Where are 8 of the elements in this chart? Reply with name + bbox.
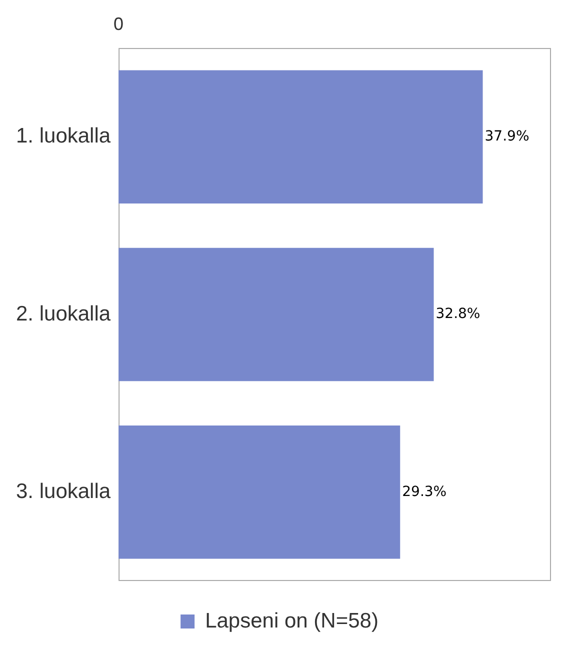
legend-label: Lapseni on (N=58) [205, 609, 378, 632]
data-label: 37.9% [484, 128, 530, 144]
data-label: 32.8% [436, 306, 480, 322]
y-tick-label: 2. luokalla [16, 302, 111, 326]
y-tick-label: 1. luokalla [16, 124, 111, 148]
y-tick-label: 3. luokalla [16, 480, 111, 503]
data-label: 29.3% [402, 484, 447, 500]
text: 0 [114, 14, 124, 34]
